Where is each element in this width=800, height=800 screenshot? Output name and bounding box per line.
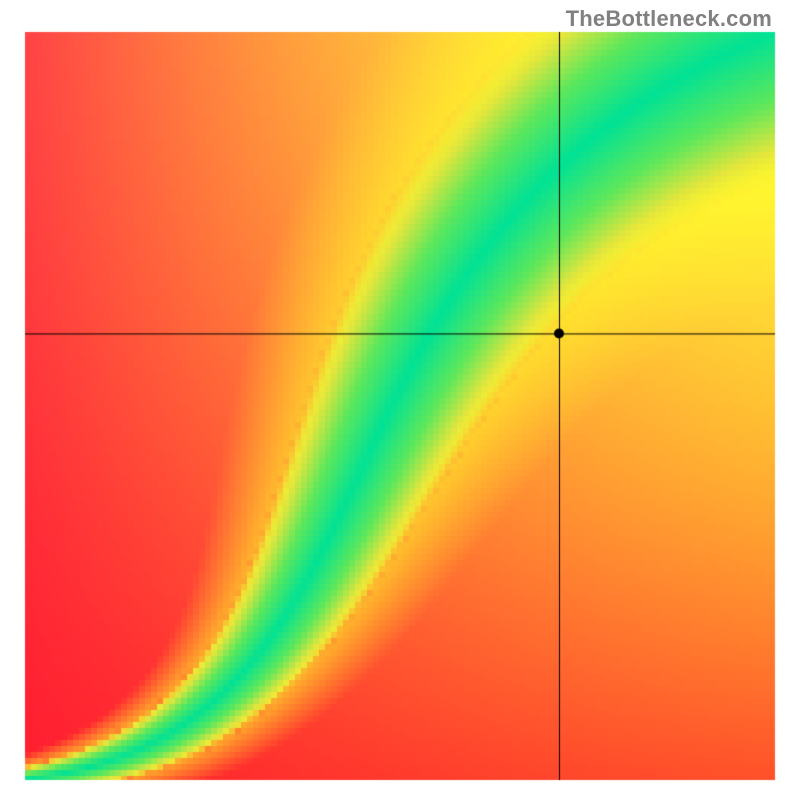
- crosshair-overlay: [0, 0, 800, 800]
- watermark-text: TheBottleneck.com: [566, 6, 772, 32]
- chart-container: TheBottleneck.com: [0, 0, 800, 800]
